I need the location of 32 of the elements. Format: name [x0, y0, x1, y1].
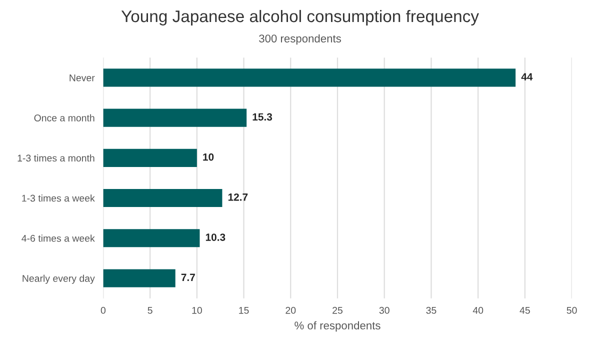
- x-tick-label: 20: [286, 306, 296, 314]
- data-label: 10.3: [206, 234, 226, 241]
- bar: [103, 68, 516, 87]
- data-label: 7.7: [181, 274, 195, 281]
- data-label: 10: [203, 153, 214, 161]
- bar: [103, 148, 197, 167]
- data-label: 15.3: [252, 113, 272, 121]
- x-tick-label: 5: [148, 307, 152, 314]
- bar: [103, 189, 222, 208]
- y-tick-label: 1-3 times a week: [22, 194, 95, 202]
- x-tick-label: 0: [100, 306, 106, 314]
- x-axis-title: % of respondents: [294, 321, 380, 332]
- bar: [103, 269, 176, 288]
- x-tick-label: 40: [472, 306, 484, 314]
- x-tick-label: 50: [566, 306, 577, 314]
- bar: [103, 229, 200, 248]
- y-tick-label: Nearly every day: [22, 274, 95, 284]
- x-tick-label: 30: [379, 306, 390, 314]
- chart-title: Young Japanese alcohol consumption frequency: [121, 10, 479, 26]
- x-tick-label: 35: [426, 306, 436, 314]
- data-label: 44: [521, 73, 533, 80]
- x-tick-label: 45: [520, 307, 530, 314]
- x-tick-label: 10: [192, 306, 202, 314]
- chart-subtitle: 300 respondents: [259, 34, 341, 45]
- x-tick-label: 25: [332, 306, 342, 314]
- y-tick-label: 4-6 times a week: [22, 234, 95, 242]
- x-tick-label: 15: [239, 307, 249, 314]
- y-tick-label: Never: [70, 74, 95, 82]
- y-tick-label: 1-3 times a month: [18, 154, 94, 162]
- y-tick-label: Once a month: [34, 114, 94, 122]
- bar: [103, 108, 247, 127]
- data-label: 12.7: [228, 193, 248, 201]
